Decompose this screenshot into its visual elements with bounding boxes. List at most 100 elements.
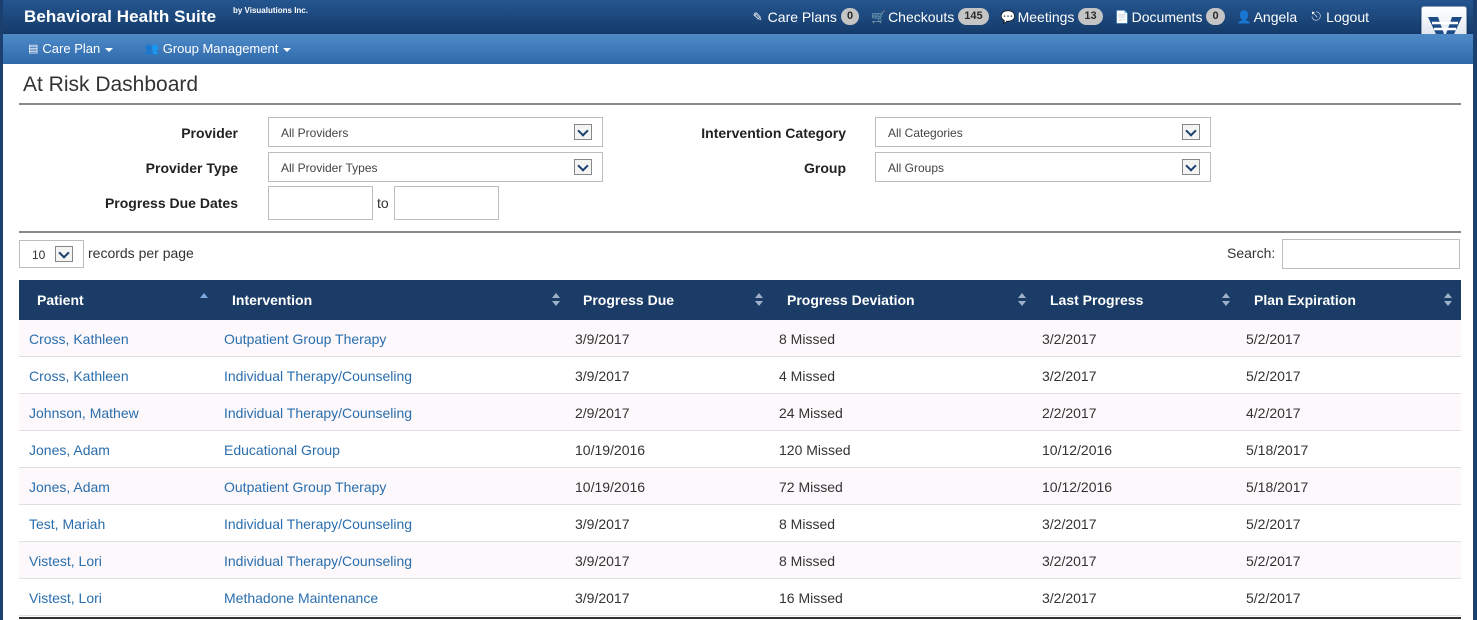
at-risk-table: Patient Intervention Progress Due Progre… [19, 280, 1461, 616]
intervention-link[interactable]: Individual Therapy/Counseling [224, 368, 413, 384]
progress-due-cell: 3/9/2017 [575, 368, 630, 384]
patient-link[interactable]: Vistest, Lori [29, 590, 102, 606]
nav-documents-label: Documents [1131, 8, 1203, 25]
group-management-menu-label: Group Management [162, 41, 279, 56]
caret-down-icon [105, 47, 114, 52]
table-bottom-border [19, 617, 1461, 619]
nav-checkouts-label: Checkouts [888, 8, 955, 25]
table-row: Jones, Adam Outpatient Group Therapy 10/… [19, 468, 1461, 505]
provider-type-label: Provider Type [145, 160, 238, 176]
patient-link[interactable]: Cross, Kathleen [29, 368, 129, 384]
patient-link[interactable]: Test, Mariah [29, 516, 106, 532]
intervention-link[interactable]: Educational Group [224, 442, 340, 458]
column-header-progress-deviation[interactable]: Progress Deviation [787, 292, 915, 308]
plan-expiration-cell: 5/2/2017 [1246, 553, 1301, 569]
column-header-plan-expiration[interactable]: Plan Expiration [1254, 292, 1356, 308]
plan-expiration-cell: 5/2/2017 [1246, 516, 1301, 532]
sort-icon[interactable] [1222, 293, 1230, 307]
logout-icon: ⎋ [1311, 9, 1321, 23]
care-plan-menu[interactable]: ▤ Care Plan [28, 41, 114, 56]
patient-link[interactable]: Vistest, Lori [29, 553, 102, 569]
intervention-link[interactable]: Outpatient Group Therapy [224, 331, 387, 347]
table-header: Patient Intervention Progress Due Progre… [19, 280, 1461, 320]
patient-link[interactable]: Cross, Kathleen [29, 331, 129, 347]
progress-due-end-input[interactable] [394, 186, 499, 220]
intervention-category-select[interactable]: All Categories [875, 117, 1211, 147]
provider-select[interactable]: All Providers [268, 117, 603, 147]
column-header-last-progress[interactable]: Last Progress [1050, 292, 1144, 308]
nav-care-plans[interactable]: ✎ Care Plans 0 [751, 8, 860, 25]
nav-user[interactable]: 👤 Angela [1237, 9, 1298, 25]
patient-link[interactable]: Jones, Adam [29, 442, 110, 458]
chevron-down-icon [55, 246, 73, 262]
last-progress-cell: 3/2/2017 [1042, 368, 1097, 384]
table-row: Vistest, Lori Methadone Maintenance 3/9/… [19, 579, 1461, 616]
progress-due-start-input[interactable] [268, 186, 373, 220]
user-icon: 👤 [1236, 9, 1252, 24]
last-progress-cell: 10/12/2016 [1042, 479, 1113, 495]
care-plan-menu-label: Care Plan [42, 41, 101, 56]
intervention-link[interactable]: Outpatient Group Therapy [224, 479, 387, 495]
app-subtitle: by Visualutions Inc. [233, 6, 308, 15]
column-header-patient[interactable]: Patient [37, 292, 84, 308]
sort-icon[interactable] [552, 293, 560, 307]
pencil-icon: ✎ [752, 9, 763, 24]
plan-expiration-cell: 5/2/2017 [1246, 590, 1301, 606]
plan-expiration-cell: 5/18/2017 [1246, 442, 1309, 458]
last-progress-cell: 3/2/2017 [1042, 516, 1097, 532]
sort-icon[interactable] [1018, 293, 1026, 307]
top-header: Behavioral Health Suite by Visualutions … [3, 0, 1473, 52]
intervention-link[interactable]: Individual Therapy/Counseling [224, 405, 413, 421]
intervention-link[interactable]: Individual Therapy/Counseling [224, 553, 413, 569]
progress-due-cell: 3/9/2017 [575, 331, 630, 347]
provider-type-select[interactable]: All Provider Types [268, 152, 603, 182]
nav-care-plans-label: Care Plans [767, 8, 837, 25]
nav-documents[interactable]: 📄 Documents 0 [1115, 8, 1225, 25]
chevron-down-icon [1182, 159, 1200, 175]
records-per-page-value: 10 [32, 248, 46, 262]
caret-down-icon [283, 47, 292, 52]
sort-icon[interactable] [755, 293, 763, 307]
records-per-page-select[interactable]: 10 [19, 240, 84, 268]
group-management-menu[interactable]: 👥 Group Management [145, 41, 292, 56]
menu-bar: ▤ Care Plan 👥 Group Management [3, 34, 1473, 64]
table-body: Cross, Kathleen Outpatient Group Therapy… [19, 320, 1461, 616]
logo-v-icon [1428, 17, 1462, 47]
plan-expiration-cell: 5/18/2017 [1246, 479, 1309, 495]
records-per-page-label: records per page [88, 245, 194, 261]
nav-meetings[interactable]: 💬 Meetings 13 [1001, 8, 1103, 25]
cart-icon: 🛒 [871, 9, 887, 24]
sort-asc-icon[interactable] [200, 293, 208, 307]
table-row: Cross, Kathleen Individual Therapy/Couns… [19, 357, 1461, 394]
column-header-intervention[interactable]: Intervention [232, 292, 313, 308]
intervention-category-label: Intervention Category [701, 125, 846, 141]
intervention-link[interactable]: Individual Therapy/Counseling [224, 516, 413, 532]
chevron-down-icon [574, 159, 592, 175]
sort-icon[interactable] [1444, 293, 1452, 307]
search-input[interactable] [1282, 239, 1460, 269]
page-title: At Risk Dashboard [23, 73, 199, 96]
progress-deviation-cell: 72 Missed [779, 479, 843, 495]
patient-link[interactable]: Jones, Adam [29, 479, 110, 495]
app-title: Behavioral Health Suite [24, 7, 217, 26]
provider-select-value: All Providers [281, 126, 349, 140]
progress-deviation-cell: 16 Missed [779, 590, 843, 606]
search-label: Search: [1227, 245, 1276, 261]
progress-due-cell: 2/9/2017 [575, 405, 630, 421]
top-nav: ✎ Care Plans 0 🛒 Checkouts 145 💬 Meeting… [739, 8, 1369, 25]
nav-logout[interactable]: ⎋ Logout [1309, 9, 1369, 25]
last-progress-cell: 2/2/2017 [1042, 405, 1097, 421]
patient-link[interactable]: Johnson, Mathew [29, 405, 139, 421]
title-divider [19, 103, 1461, 105]
column-header-progress-due[interactable]: Progress Due [583, 292, 675, 308]
group-select[interactable]: All Groups [875, 152, 1211, 182]
nav-logout-label: Logout [1326, 8, 1369, 25]
nav-meetings-label: Meetings [1017, 8, 1075, 25]
date-range-to-label: to [377, 195, 389, 211]
intervention-link[interactable]: Methadone Maintenance [224, 590, 379, 606]
comments-icon: 💬 [1000, 9, 1016, 24]
table-row: Vistest, Lori Individual Therapy/Counsel… [19, 542, 1461, 579]
filter-divider [19, 231, 1461, 233]
nav-checkouts[interactable]: 🛒 Checkouts 145 [871, 8, 989, 25]
